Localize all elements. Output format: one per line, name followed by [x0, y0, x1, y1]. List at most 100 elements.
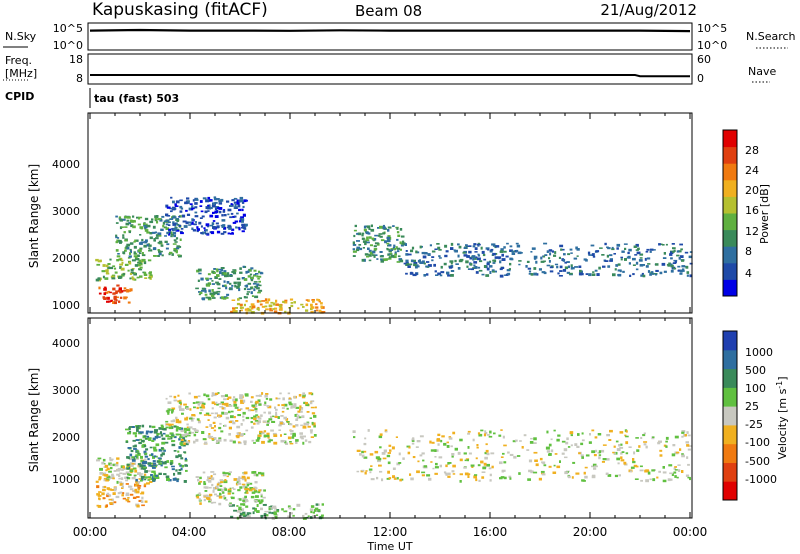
power-cell — [114, 271, 118, 274]
power-cell — [526, 260, 530, 263]
velocity-cell — [176, 479, 179, 483]
velocity-cell — [467, 475, 470, 478]
power-cell — [509, 245, 513, 248]
power-cell — [516, 244, 521, 248]
power-cell — [144, 229, 149, 232]
velocity-cell — [312, 511, 315, 514]
velocity-cell — [417, 460, 420, 463]
velocity-cell — [652, 436, 655, 438]
power-cell — [191, 207, 194, 211]
power-cell — [185, 209, 188, 212]
velocity-cell — [244, 488, 248, 491]
power-cell — [270, 301, 274, 304]
power-cell — [145, 223, 148, 226]
velocity-cell — [416, 440, 421, 443]
velocity-cell — [313, 509, 317, 512]
power-cell — [223, 280, 226, 283]
velocity-cell — [165, 397, 168, 400]
power-cell — [218, 210, 222, 214]
power-cell — [241, 223, 246, 227]
power-cell — [113, 295, 117, 298]
velocity-cell — [521, 446, 524, 449]
velocity-cell — [463, 466, 467, 469]
power-cell — [444, 254, 448, 258]
velocity-cell — [276, 397, 281, 400]
power-cell — [154, 217, 158, 221]
beam-label: Beam 08 — [355, 2, 422, 20]
velocity-cell — [300, 424, 304, 427]
velocity-cell — [267, 436, 270, 439]
power-cell — [632, 264, 636, 266]
velocity-cell — [299, 405, 302, 409]
velocity-cell — [509, 477, 512, 480]
power-cell — [400, 244, 404, 247]
power-cell — [195, 198, 198, 201]
power-cell — [136, 258, 140, 261]
power-cell — [244, 308, 249, 311]
power-cell — [474, 257, 477, 260]
velocity-cell — [224, 412, 228, 415]
velocity-cell — [128, 473, 132, 476]
velocity-cell — [473, 475, 477, 479]
power-cell — [358, 244, 362, 246]
velocity-cell — [257, 399, 261, 403]
power-cell — [115, 215, 118, 218]
power-cell — [106, 300, 110, 303]
velocity-cell — [153, 449, 158, 452]
velocity-cell — [201, 431, 205, 434]
velocity-cell — [255, 439, 260, 442]
power-cell — [450, 274, 454, 277]
velocity-cell — [201, 406, 206, 409]
power-cell — [130, 272, 135, 274]
freq-left-tick-top: 18 — [69, 53, 83, 66]
velocity-cell — [153, 472, 156, 476]
power-cell — [305, 309, 309, 312]
power-cell — [165, 223, 169, 226]
velocity-colorbar-frame — [722, 330, 738, 501]
power-cell — [114, 292, 118, 295]
power-cell — [407, 253, 412, 256]
power-cell — [624, 258, 627, 261]
velocity-cell — [601, 449, 605, 453]
velocity-cell — [273, 512, 277, 516]
velocity-cell — [112, 475, 115, 478]
power-cell — [372, 254, 375, 257]
power-cell — [363, 225, 366, 229]
velocity-cell — [218, 502, 222, 506]
velocity-cell — [230, 496, 233, 499]
power-cell — [455, 263, 459, 265]
velocity-cell — [481, 471, 486, 473]
velocity-cell — [153, 430, 158, 434]
velocity-cell — [675, 451, 680, 454]
power-cell — [466, 265, 469, 268]
power-cell — [544, 254, 548, 256]
power-cell — [427, 253, 431, 256]
power-cell — [639, 264, 644, 267]
velocity-cell — [106, 475, 111, 478]
power-cell — [98, 286, 101, 290]
power-cell — [445, 250, 449, 253]
velocity-cell — [136, 456, 139, 459]
velocity-cell — [214, 392, 219, 395]
velocity-cell — [273, 511, 277, 514]
velocity-cell — [231, 496, 235, 500]
velocity-cell — [376, 476, 379, 480]
power-colorbar-swatch — [723, 262, 737, 280]
velocity-cell — [197, 395, 201, 398]
velocity-cell — [199, 406, 202, 409]
power-cell — [251, 305, 256, 309]
power-cell — [210, 294, 215, 298]
velocity-cell — [169, 395, 173, 398]
power-cell — [398, 258, 403, 261]
power-cell — [558, 256, 561, 259]
velocity-cell — [353, 436, 356, 439]
power-cell — [139, 242, 143, 245]
frequency-panel-frame — [87, 53, 693, 85]
velocity-cell — [178, 401, 182, 404]
velocity-cell — [135, 482, 139, 486]
power-cell — [220, 267, 225, 270]
power-cell — [543, 271, 547, 275]
power-cell — [379, 225, 383, 229]
velocity-cell — [289, 423, 293, 426]
power-cell — [213, 198, 218, 201]
